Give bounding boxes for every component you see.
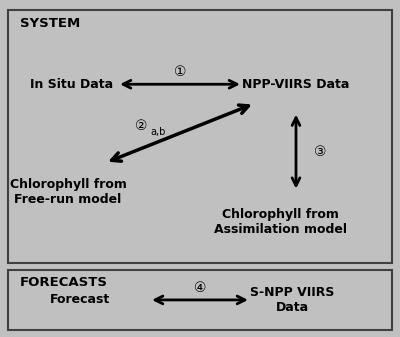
Text: Chlorophyll from
Free-run model: Chlorophyll from Free-run model	[10, 178, 126, 206]
Text: ④: ④	[194, 281, 206, 295]
Text: NPP-VIIRS Data: NPP-VIIRS Data	[242, 78, 350, 91]
Text: a,b: a,b	[150, 127, 165, 137]
Text: In Situ Data: In Situ Data	[30, 78, 114, 91]
Bar	[8, 10, 392, 263]
Bar	[8, 270, 392, 330]
Text: S-NPP VIIRS
Data: S-NPP VIIRS Data	[250, 286, 334, 314]
Text: FORECASTS: FORECASTS	[20, 276, 108, 289]
Text: ②: ②	[136, 119, 148, 133]
Text: SYSTEM: SYSTEM	[20, 17, 80, 30]
Text: ①: ①	[174, 65, 186, 80]
Text: Forecast: Forecast	[50, 294, 110, 306]
Text: ③: ③	[314, 145, 326, 159]
Text: Chlorophyll from
Assimilation model: Chlorophyll from Assimilation model	[214, 208, 346, 237]
